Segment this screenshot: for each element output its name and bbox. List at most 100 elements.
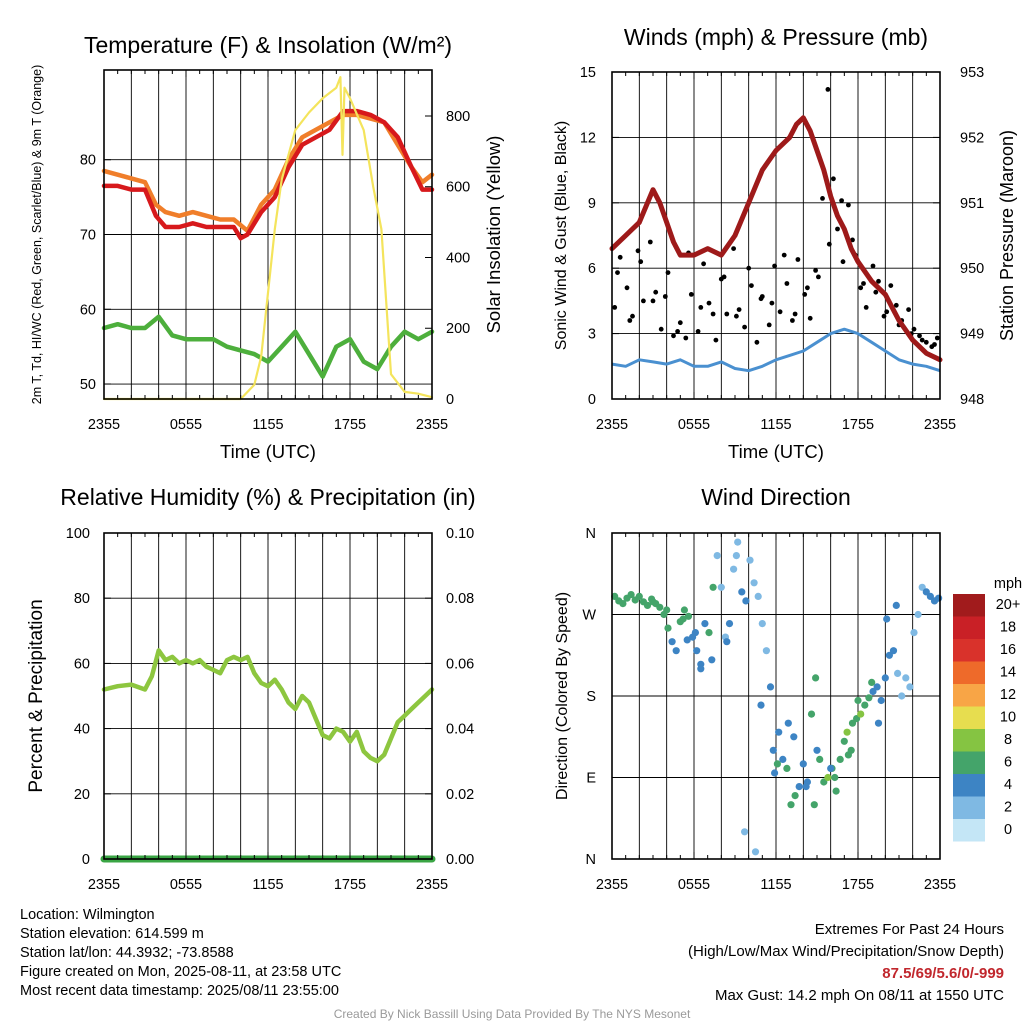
gust-point <box>698 305 704 310</box>
direction-point <box>889 647 898 655</box>
chart-title: Temperature (F) & Insolation (W/m²) <box>84 32 452 58</box>
direction-point <box>918 583 926 591</box>
legend-label: 0 <box>1004 822 1012 838</box>
gust-point <box>863 305 869 310</box>
gust-point <box>917 333 922 339</box>
gust-point <box>923 339 929 345</box>
gust-point <box>813 268 818 273</box>
series-line-2 <box>101 108 435 241</box>
gust-point <box>615 270 620 275</box>
direction-point <box>885 651 894 659</box>
gust-point <box>802 292 808 297</box>
y-tick-label: 9 <box>588 196 596 212</box>
gust-point <box>734 313 739 319</box>
gust-point <box>742 324 747 330</box>
y-tick-label: N <box>586 852 596 868</box>
x-tick-label: 1755 <box>842 877 874 893</box>
direction-point <box>894 669 902 678</box>
direction-point <box>738 588 746 596</box>
direction-point <box>691 629 700 637</box>
panel-2: 0 3 6 9 12 15 948 949 950 951 952 953 2355 0555 1155 17… <box>553 24 1017 462</box>
direction-point <box>771 769 779 777</box>
y-tick-label: 80 <box>80 153 96 169</box>
direction-point <box>892 601 900 610</box>
gust-point <box>781 252 787 258</box>
direction-point <box>874 719 883 727</box>
legend-swatch <box>953 751 985 774</box>
direction-point <box>684 612 693 620</box>
direction-point <box>873 683 881 691</box>
direction-point <box>914 610 922 619</box>
wind-speed-line <box>611 327 941 373</box>
direction-point <box>807 710 816 718</box>
gust-point <box>850 237 855 243</box>
gust-point <box>710 311 716 317</box>
direction-point <box>643 601 652 610</box>
gust-point <box>675 329 680 334</box>
gust-point <box>713 337 719 343</box>
x-tick-label: 0555 <box>170 417 202 433</box>
gust-point <box>736 307 742 312</box>
gust-point <box>792 311 798 317</box>
gust-point <box>688 292 694 297</box>
direction-point <box>812 674 820 682</box>
direction-point <box>832 787 840 795</box>
x-tick-label: 2355 <box>596 877 628 893</box>
direction-point <box>754 592 762 601</box>
direction-point <box>883 615 891 623</box>
direction-point <box>734 538 742 546</box>
direction-point <box>843 728 851 736</box>
extremes-values: 87.5/69/5.6/0/-999 <box>882 965 1004 982</box>
gust-point <box>683 335 689 341</box>
y-tick-label: 40 <box>74 722 90 738</box>
gust-point <box>861 281 866 286</box>
direction-point <box>701 620 709 628</box>
gust-point <box>731 246 736 252</box>
credit-text: Created By Nick Bassill Using Data Provi… <box>333 1007 691 1021</box>
direction-point <box>877 696 885 705</box>
gust-point <box>754 339 760 345</box>
direction-point <box>836 755 844 764</box>
extremes-title: Extremes For Past 24 Hours <box>814 921 1004 938</box>
direction-point <box>668 638 676 646</box>
gust-point <box>839 198 844 204</box>
x-axis-label: Time (UTC) <box>728 441 824 462</box>
y-tick-label: 12 <box>580 130 596 146</box>
gust-point <box>677 320 683 326</box>
direction-point <box>697 665 705 673</box>
gust-point <box>932 342 937 347</box>
direction-point <box>730 565 738 573</box>
gust-point <box>772 263 777 269</box>
direction-point <box>790 733 798 741</box>
direction-point <box>663 606 671 614</box>
direction-point <box>784 719 792 727</box>
direction-point <box>619 600 627 608</box>
y2-tick-label: 800 <box>446 109 470 125</box>
y-axis-label: 2m T, Td, HI/WC (Red, Green, Scarlet/Blu… <box>30 65 44 404</box>
direction-point <box>762 647 771 655</box>
gust-point <box>858 285 864 291</box>
gust-point <box>934 335 940 341</box>
direction-point <box>750 579 758 587</box>
gust-point <box>805 285 810 291</box>
direction-point <box>906 683 914 691</box>
station-info: Location: Wilmington Station elevation: … <box>20 906 341 1001</box>
gust-point <box>635 248 641 254</box>
x-tick-label: 1155 <box>760 877 791 893</box>
series-line-4 <box>102 75 434 401</box>
direction-point <box>713 552 721 560</box>
gust-point <box>662 294 668 299</box>
gust-point <box>695 329 701 334</box>
direction-point <box>717 583 725 591</box>
direction-point <box>791 792 799 800</box>
gust-point <box>630 313 635 319</box>
legend-swatch <box>953 706 985 729</box>
direction-point <box>847 746 855 754</box>
direction-point <box>766 683 775 691</box>
direction-point <box>848 719 857 727</box>
x-tick-label: 1755 <box>842 417 874 433</box>
direction-point <box>635 592 643 601</box>
y2-tick-label: 0.10 <box>446 526 474 542</box>
gust-point <box>749 283 754 288</box>
